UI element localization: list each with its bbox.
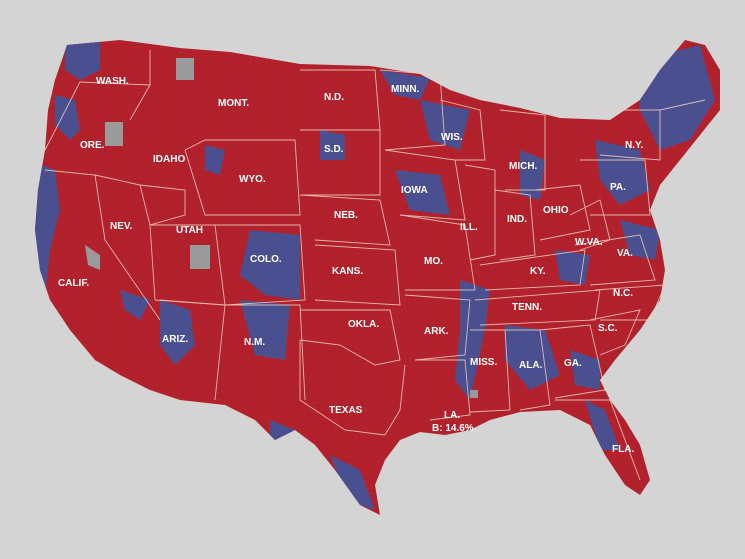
state-label-nd: N.D.: [324, 92, 344, 103]
state-label-miss: MISS.: [470, 357, 497, 368]
state-label-wash: WASH.: [96, 76, 129, 87]
state-label-neb: NEB.: [334, 210, 358, 221]
state-label-va: VA.: [617, 248, 633, 259]
state-label-iowa: IOWA: [401, 185, 428, 196]
state-label-ky: KY.: [530, 266, 546, 277]
state-label-ariz: ARIZ.: [162, 334, 188, 345]
state-label-wyo: WYO.: [239, 174, 266, 185]
state-label-mo: MO.: [424, 256, 443, 267]
state-label-kans: KANS.: [332, 266, 363, 277]
state-label-calif: CALIF.: [58, 278, 89, 289]
state-label-ga: GA.: [564, 358, 582, 369]
state-label-ore: ORE.: [80, 140, 105, 151]
minority-counties: [35, 40, 715, 510]
state-label-okla: OKLA.: [348, 319, 379, 330]
state-label-wis: WIS.: [441, 132, 463, 143]
state-label-ala: ALA.: [519, 360, 543, 371]
state-label-ohio: OHIO: [543, 205, 569, 216]
state-label-ny: N.Y.: [625, 140, 644, 151]
state-label-pa: PA.: [610, 182, 626, 193]
state-label-idaho: IDAHO: [153, 154, 185, 165]
state-label-nev: NEV.: [110, 221, 133, 232]
state-label-colo: COLO.: [250, 254, 282, 265]
state-label-fla: FLA.: [612, 444, 634, 455]
state-label-sd: S.D.: [324, 144, 344, 155]
state-label-texas: TEXAS: [329, 405, 363, 416]
state-label-ark: ARK.: [424, 326, 449, 337]
state-label-mich: MICH.: [509, 161, 538, 172]
state-label-wva: W.VA.: [575, 237, 603, 248]
state-label-tenn: TENN.: [512, 302, 542, 313]
state-label-mont: MONT.: [218, 98, 249, 109]
state-label-ill: ILL.: [460, 222, 478, 233]
no-data-areas: [85, 58, 478, 398]
state-label-la: LA.: [444, 410, 460, 421]
state-label-nc: N.C.: [613, 288, 633, 299]
state-borders: [44, 50, 706, 481]
annotation-label: B: 14.6%: [432, 423, 474, 434]
state-labels: WASH. ORE. CALIF. NEV. IDAHO MONT. WYO. …: [58, 76, 644, 455]
state-label-minn: MINN.: [391, 84, 420, 95]
state-label-ind: IND.: [507, 214, 527, 225]
state-label-utah: UTAH: [176, 225, 203, 236]
state-label-nm: N.M.: [244, 337, 265, 348]
state-label-sc: S.C.: [598, 323, 618, 334]
